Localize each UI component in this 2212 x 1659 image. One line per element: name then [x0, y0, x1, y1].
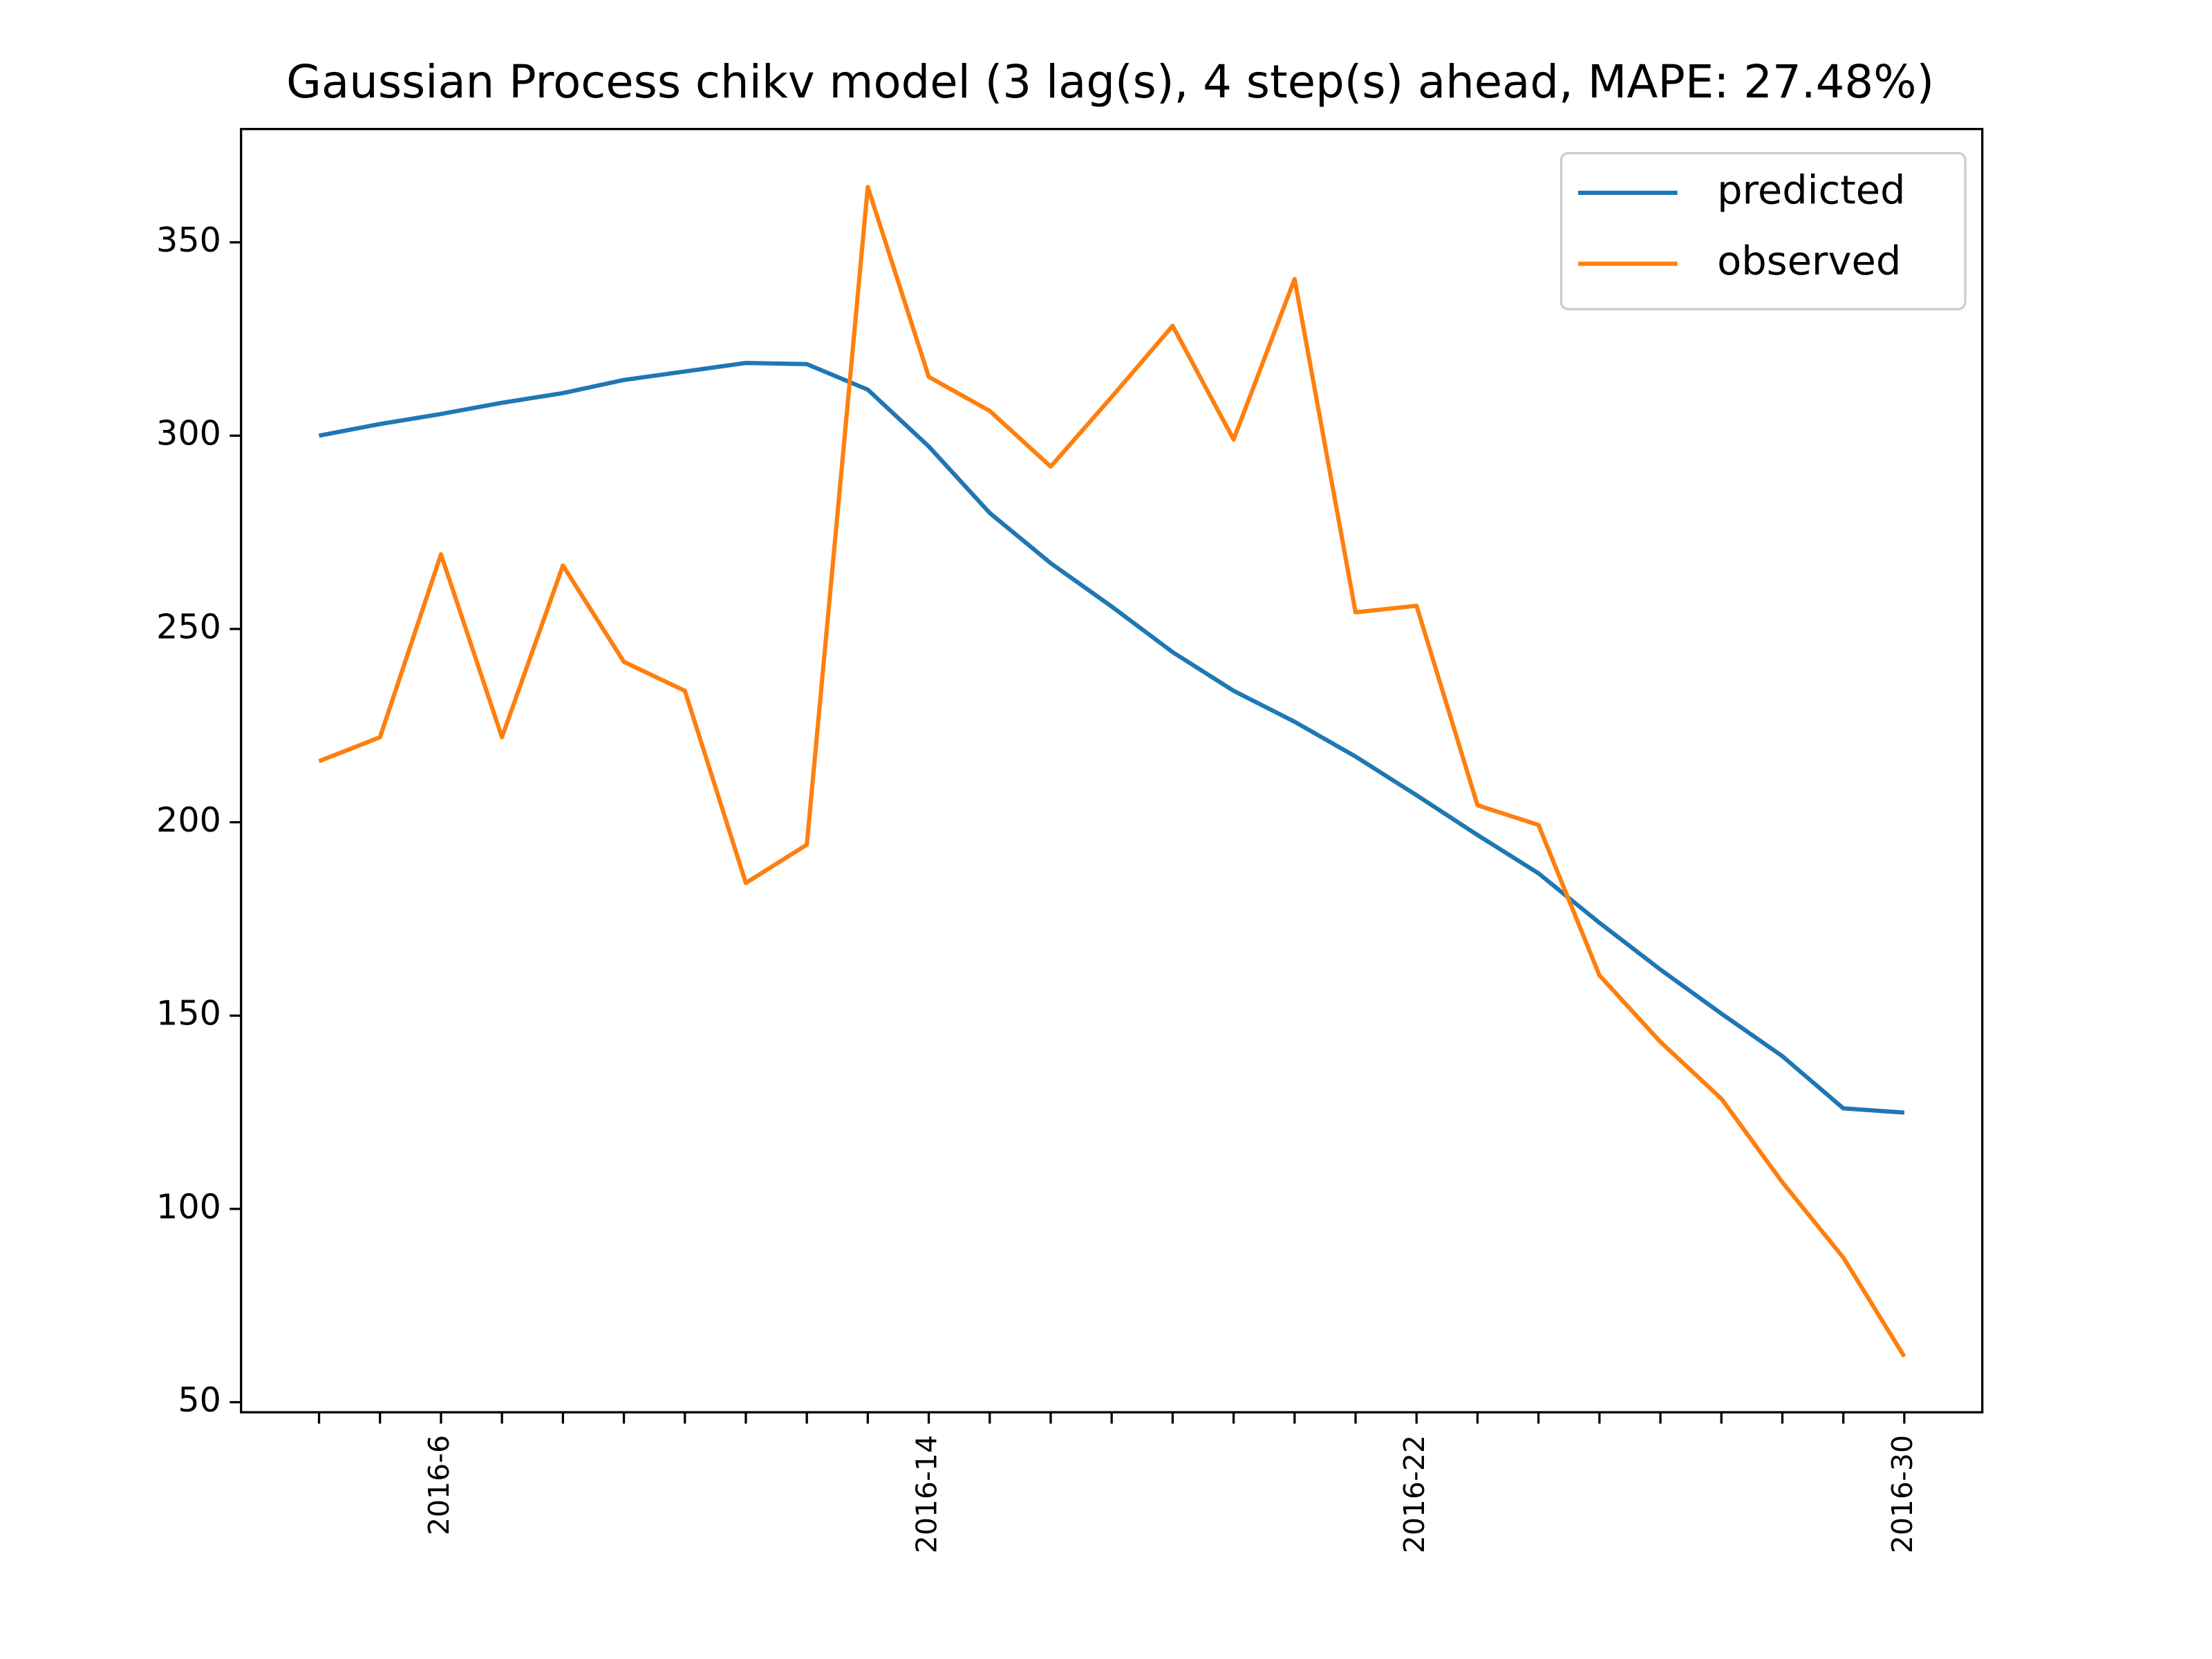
y-tick-label: 150 [156, 993, 221, 1033]
y-tick-label: 100 [156, 1186, 221, 1226]
y-tick-label: 250 [156, 606, 221, 646]
chart-title: Gaussian Process chikv model (3 lag(s), … [286, 56, 1934, 109]
x-tick-label: 2016-30 [1886, 1435, 1919, 1553]
x-tick-label: 2016-6 [422, 1435, 456, 1535]
y-tick-label: 200 [156, 800, 221, 840]
x-tick-label: 2016-22 [1398, 1435, 1431, 1553]
legend-label: predicted [1717, 167, 1905, 214]
legend-label: observed [1717, 238, 1901, 284]
y-tick-label: 350 [156, 220, 221, 260]
y-tick-label: 50 [178, 1380, 221, 1420]
y-tick-label: 300 [156, 413, 221, 453]
x-tick-label: 2016-14 [910, 1435, 944, 1553]
